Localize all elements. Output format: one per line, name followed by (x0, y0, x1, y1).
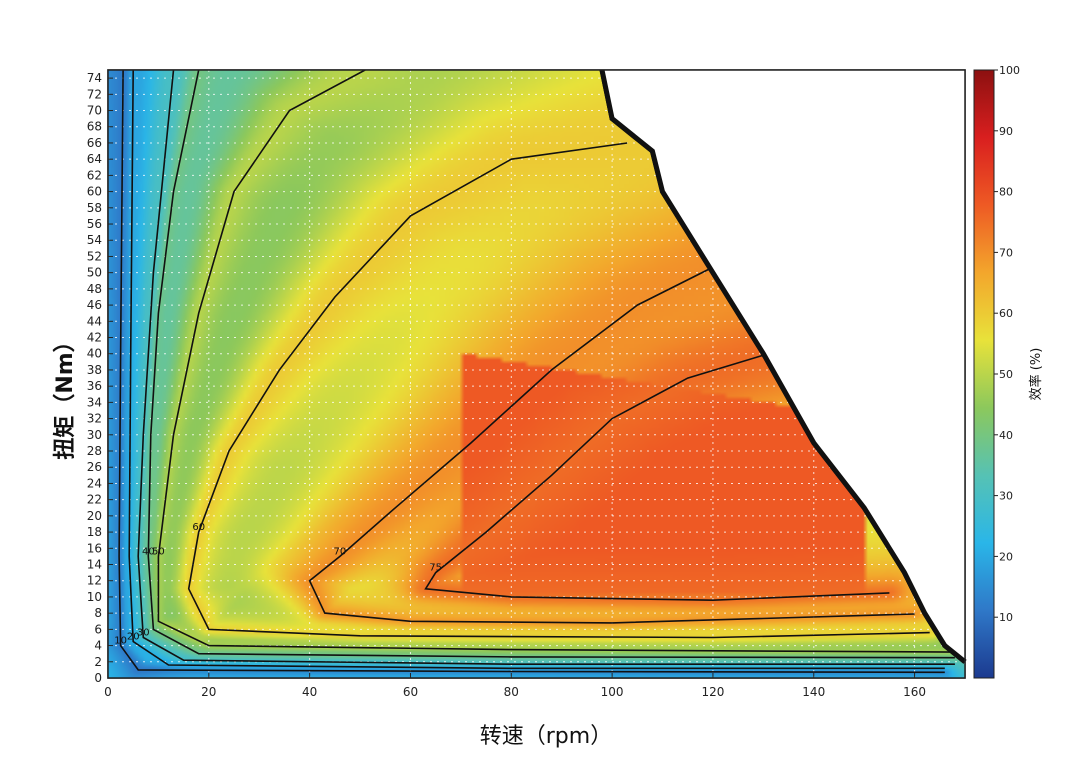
plot-border (107, 69, 966, 679)
y-tick-label: 16 (87, 541, 102, 555)
x-tick-label: 140 (802, 685, 825, 699)
colorbar-tick-label: 20 (999, 550, 1013, 563)
contour-line-60 (187, 142, 930, 639)
colorbar-tick-label: 100 (999, 64, 1020, 77)
y-tick-label: 6 (94, 622, 102, 636)
contour-label-75: 75 (429, 563, 442, 574)
contour-label-50: 50 (152, 546, 165, 557)
x-tick-label: 80 (504, 685, 519, 699)
y-tick-label: 50 (87, 266, 102, 280)
contour-label-70: 70 (334, 546, 347, 557)
y-tick-label: 18 (87, 525, 102, 539)
colorbar: 10 20 30 40 50 60 70 80 90 100 效率 (%) (973, 64, 1044, 679)
contour-line-75 (424, 352, 890, 602)
y-tick-label: 48 (87, 282, 102, 296)
y-tick-label: 60 (87, 185, 102, 199)
envelope-edge (599, 69, 967, 664)
y-tick-label: 28 (87, 444, 102, 458)
y-tick-label: 4 (94, 639, 102, 653)
y-tick-label: 40 (87, 347, 102, 361)
colorbar-tick-label: 60 (999, 307, 1013, 320)
y-tick-label: 46 (87, 298, 102, 312)
y-tick-label: 42 (87, 331, 102, 345)
y-tick-label: 66 (87, 136, 102, 150)
x-axis-label: 转速（rpm） (480, 724, 612, 749)
contour-label-10: 10 (114, 636, 127, 647)
contour-line-40 (147, 70, 955, 659)
y-tick-label: 58 (87, 201, 102, 215)
y-axis-label: 扭矩（Nm） (52, 330, 78, 459)
y-tick-label: 34 (87, 395, 102, 409)
x-tick-label: 0 (104, 685, 112, 699)
colorbar-tick-label: 30 (999, 490, 1013, 503)
colorbar-label: 效率 (%) (1028, 348, 1044, 401)
colorbar-gradient (973, 69, 995, 679)
max-torque-envelope (599, 69, 967, 664)
colorbar-ticks: 10 20 30 40 50 60 70 80 90 100 (994, 64, 1020, 624)
y-axis-ticks: 0246810121416182022242628303234363840424… (87, 71, 113, 685)
contour-label-40: 40 (142, 546, 155, 557)
colorbar-tick-label: 90 (999, 125, 1013, 138)
y-tick-label: 70 (87, 104, 102, 118)
contour-line-50 (157, 70, 955, 653)
y-tick-label: 44 (87, 314, 102, 328)
x-tick-label: 100 (601, 685, 624, 699)
y-tick-label: 0 (94, 671, 102, 685)
y-tick-label: 30 (87, 428, 102, 442)
envelope-cutout (602, 70, 965, 662)
x-tick-label: 40 (302, 685, 317, 699)
contour-line-10 (118, 70, 945, 674)
y-tick-label: 12 (87, 574, 102, 588)
y-tick-label: 68 (87, 120, 102, 134)
y-tick-label: 10 (87, 590, 102, 604)
y-tick-label: 32 (87, 412, 102, 426)
contour-line-70 (308, 263, 915, 624)
y-tick-label: 26 (87, 460, 102, 474)
y-tick-label: 62 (87, 168, 102, 182)
contour-label-20: 20 (127, 632, 140, 643)
x-tick-label: 20 (201, 685, 216, 699)
colorbar-tick-label: 40 (999, 429, 1013, 442)
colorbar-tick-label: 10 (999, 611, 1013, 624)
contour-line-20 (128, 70, 945, 670)
x-tick-label: 120 (701, 685, 724, 699)
contour-label-30: 30 (137, 627, 150, 638)
y-tick-label: 2 (94, 655, 102, 669)
y-tick-label: 8 (94, 606, 102, 620)
x-axis-ticks: 0 20 40 60 80 100 120 140 160 (104, 673, 926, 699)
contour-line-30 (137, 70, 955, 665)
x-tick-label: 60 (403, 685, 418, 699)
y-tick-label: 14 (87, 558, 102, 572)
y-tick-label: 54 (87, 233, 102, 247)
y-tick-label: 56 (87, 217, 102, 231)
x-tick-label: 160 (903, 685, 926, 699)
y-tick-label: 72 (87, 87, 102, 101)
colorbar-tick-label: 70 (999, 246, 1013, 259)
y-tick-label: 20 (87, 509, 102, 523)
y-tick-label: 64 (87, 152, 102, 166)
colorbar-tick-label: 80 (999, 186, 1013, 199)
y-tick-label: 52 (87, 249, 102, 263)
y-tick-label: 74 (87, 71, 102, 85)
y-tick-label: 38 (87, 363, 102, 377)
y-tick-label: 24 (87, 476, 102, 490)
colorbar-tick-label: 50 (999, 368, 1013, 381)
y-tick-label: 36 (87, 379, 102, 393)
contour-label-60: 60 (192, 522, 205, 533)
y-tick-label: 22 (87, 493, 102, 507)
